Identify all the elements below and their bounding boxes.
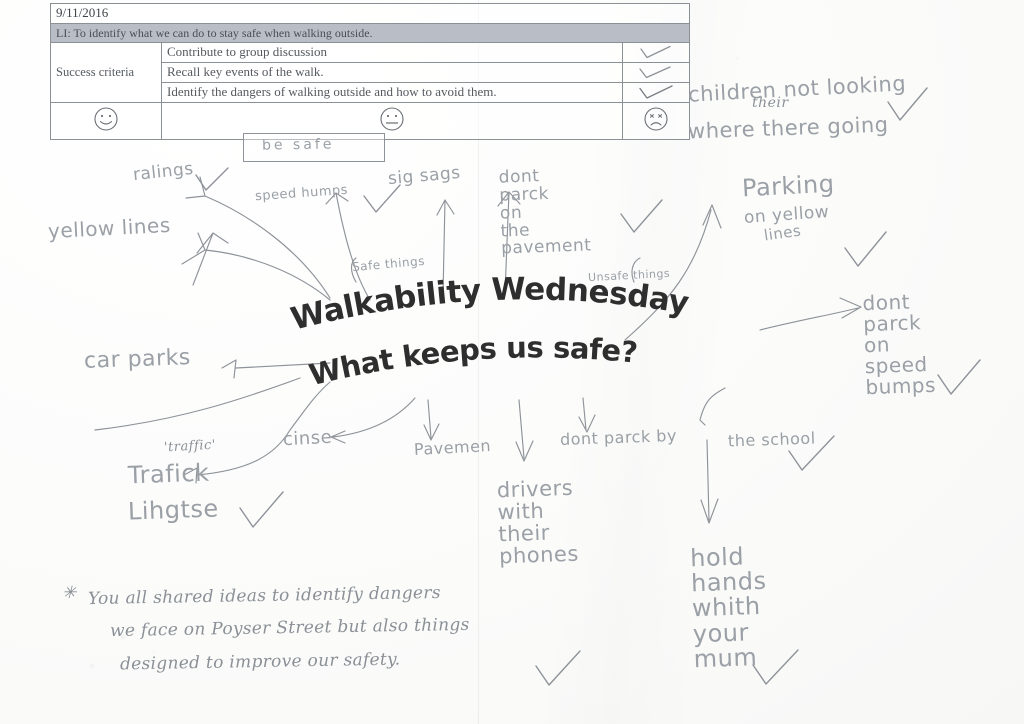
label-safe-things: Safe things bbox=[351, 253, 426, 275]
note-traffic-lights-2: Lihgtse bbox=[127, 494, 220, 526]
note-hold-hands: hold hands whith your mum bbox=[689, 542, 767, 674]
tick-mark-icon bbox=[937, 359, 981, 395]
learning-objective-text: LI: To identify what we can do to stay s… bbox=[50, 23, 690, 43]
success-criteria-label: Success criteria bbox=[50, 42, 162, 103]
be-safe-box: be safe bbox=[243, 133, 385, 162]
tick-mark-icon bbox=[788, 435, 835, 471]
teacher-comment-marker: ✳ bbox=[62, 583, 77, 603]
criterion-text: Contribute to group discussion bbox=[161, 42, 623, 63]
teacher-comment-line-2: we face on Poyser Street but also things bbox=[109, 614, 470, 642]
paper-fold-line bbox=[478, 0, 479, 724]
note-pavement-bottom: Pavemen bbox=[413, 435, 492, 460]
tick-mark-icon bbox=[887, 87, 928, 121]
tick-mark-icon bbox=[363, 184, 401, 213]
note-speed-humps: speed humps bbox=[254, 182, 349, 205]
connector-yellow-up bbox=[192, 232, 229, 286]
tick-mark-icon bbox=[844, 231, 887, 267]
happy-face-cell[interactable] bbox=[50, 102, 162, 140]
note-traffic-lights-1: Trafick bbox=[127, 458, 210, 490]
table-row: Success criteria Contribute to group dis… bbox=[50, 42, 690, 103]
title-line-2: What keeps us safe? bbox=[306, 330, 639, 392]
self-assessment-row bbox=[50, 102, 690, 140]
date-row: 9/11/2016 bbox=[50, 3, 690, 24]
tick-mark-icon bbox=[639, 65, 671, 78]
connector-dont-park-speed bbox=[759, 297, 862, 331]
connector-railings bbox=[185, 176, 331, 299]
note-zig-zags: sig sags bbox=[387, 162, 462, 190]
criterion-tick-cell[interactable] bbox=[622, 42, 690, 63]
note-where-theyre-going: where there going bbox=[687, 112, 889, 144]
connector-hold-hands bbox=[700, 439, 719, 524]
be-safe-text: be safe bbox=[261, 136, 335, 154]
tick-mark-icon bbox=[195, 167, 229, 191]
sad-face-cell[interactable] bbox=[622, 102, 690, 140]
tick-mark-icon bbox=[640, 45, 671, 58]
note-dont-park-speed: dont parck on speed bumps bbox=[862, 289, 937, 400]
note-their-correction: their bbox=[752, 95, 789, 111]
neutral-face-icon bbox=[380, 107, 404, 131]
connector-safe-things bbox=[350, 257, 357, 283]
date-cell: 9/11/2016 bbox=[50, 3, 690, 24]
tick-mark-icon bbox=[535, 650, 581, 686]
note-parking-yellow-3: lines bbox=[762, 221, 803, 245]
connector-traffic-lights bbox=[183, 381, 331, 484]
connector-pavement-down bbox=[423, 399, 440, 441]
criterion-tick-cell[interactable] bbox=[622, 62, 690, 83]
note-children-not-looking: children not looking bbox=[687, 71, 907, 107]
connector-sweep-left bbox=[94, 377, 301, 431]
teacher-comment-line-1: You all shared ideas to identify dangers bbox=[87, 582, 441, 610]
tick-mark-icon bbox=[239, 491, 284, 528]
connector-the-school bbox=[699, 387, 726, 426]
note-traffic-correction: 'traffic' bbox=[163, 437, 217, 456]
tick-mark-icon bbox=[639, 84, 673, 99]
note-the-school: the school bbox=[727, 428, 816, 451]
learning-objective-table: 9/11/2016 LI: To identify what we can do… bbox=[50, 3, 690, 140]
connector-signs bbox=[330, 397, 416, 444]
criterion-text: Recall key events of the walk. bbox=[161, 62, 623, 83]
note-signs: cinse bbox=[282, 426, 333, 451]
neutral-face-cell[interactable] bbox=[161, 102, 623, 140]
criterion-tick-cell[interactable] bbox=[622, 82, 690, 103]
note-yellow-lines: yellow lines bbox=[47, 212, 172, 244]
connector-drivers bbox=[515, 399, 534, 462]
title-block: Walkability Wednesday What keeps us safe… bbox=[287, 271, 758, 392]
note-dont-park-by: dont parck by bbox=[559, 425, 678, 450]
note-parking-yellow-2: on yellow bbox=[743, 202, 830, 228]
note-drivers-phones: drivers with their phones bbox=[496, 475, 580, 569]
tick-mark-icon bbox=[752, 649, 799, 685]
tick-mark-icon bbox=[620, 199, 663, 233]
criterion-text: Identify the dangers of walking outside … bbox=[161, 82, 623, 103]
note-railings: ralings bbox=[132, 158, 195, 186]
note-parking-yellow-1: Parking bbox=[741, 169, 836, 203]
teacher-comment-line-3: designed to improve our safety. bbox=[119, 649, 401, 675]
happy-face-icon bbox=[94, 107, 118, 131]
sad-face-icon bbox=[644, 107, 668, 131]
note-dont-park-pavement: dont parck on the pavement bbox=[498, 166, 592, 259]
note-car-parks: car parks bbox=[83, 345, 192, 374]
connector-dont-park-by bbox=[578, 397, 596, 433]
title-line-1: Walkability Wednesday bbox=[287, 271, 691, 337]
learning-objective-row: LI: To identify what we can do to stay s… bbox=[50, 23, 690, 43]
